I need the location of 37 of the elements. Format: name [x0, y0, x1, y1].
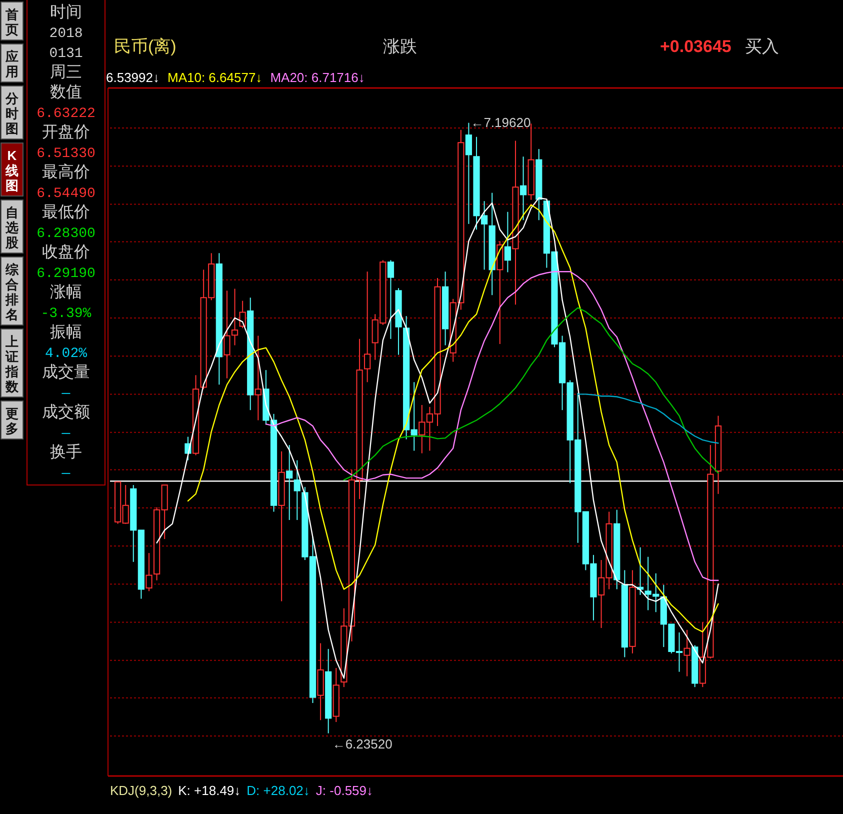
text: 买入: [745, 37, 779, 56]
text: 6.28300: [36, 226, 96, 242]
text: MA10: 6.64577↓: [168, 70, 262, 85]
text: 涨幅: [50, 283, 82, 301]
text: K: +18.49↓: [178, 783, 241, 798]
text: 振幅: [50, 324, 82, 341]
text: 成交量: [42, 363, 90, 381]
text: 时间: [50, 3, 82, 21]
text: 收盘价: [42, 244, 90, 261]
text: 最高价: [42, 163, 90, 181]
text: D: +28.02↓: [246, 783, 310, 798]
text: 4.02%: [44, 346, 88, 362]
text: MA20: 6.71716↓: [270, 70, 365, 85]
text: 2018: [49, 26, 83, 42]
text: 数值: [50, 84, 82, 101]
text: 成交额: [42, 403, 90, 421]
annotation: ←6.23520: [332, 736, 392, 752]
text: 涨跌: [383, 37, 417, 56]
text: -3.39%: [40, 306, 92, 322]
text: 换手: [50, 443, 82, 461]
annotation: ←7.19620: [470, 114, 531, 130]
text: —: [60, 426, 71, 442]
text: J: -0.559↓: [316, 783, 374, 798]
text: +0.03645: [660, 37, 732, 56]
text: 6.63222: [36, 106, 96, 122]
text: —: [60, 386, 71, 402]
text: 6.29190: [36, 266, 96, 282]
text: 0131: [49, 46, 83, 62]
text: 民币(离): [114, 37, 176, 56]
text: —: [60, 466, 71, 482]
text: 最低价: [42, 204, 90, 221]
text: 6.53992↓: [106, 70, 160, 85]
text: KDJ(9,3,3): [110, 783, 172, 798]
text: 开盘价: [42, 124, 90, 141]
text: 6.51330: [36, 146, 96, 162]
text: 6.54490: [36, 186, 96, 202]
text: 周三: [50, 64, 82, 81]
